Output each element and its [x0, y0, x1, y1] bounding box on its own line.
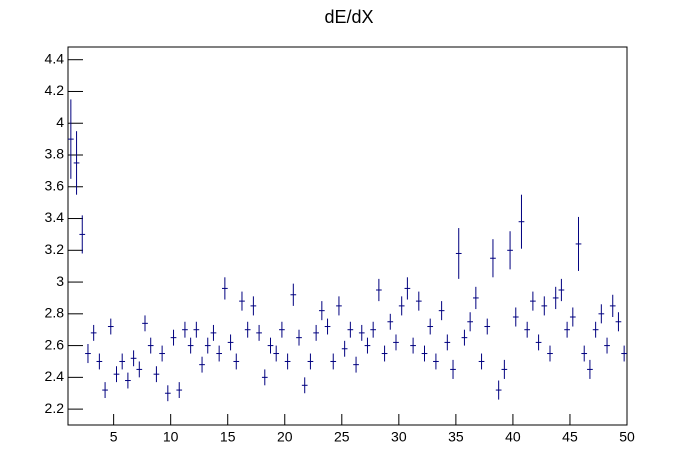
- x-tick-label: 15: [220, 429, 236, 445]
- y-tick-label: 3.6: [45, 177, 65, 193]
- y-tick-label: 3.2: [45, 241, 65, 257]
- x-tick-label: 30: [391, 429, 407, 445]
- y-tick-label: 2.4: [45, 368, 65, 384]
- x-tick-label: 50: [619, 429, 635, 445]
- x-tick-label: 10: [163, 429, 179, 445]
- x-tick-label: 5: [110, 429, 118, 445]
- y-tick-label: 4.4: [45, 50, 65, 66]
- x-tick-label: 20: [277, 429, 293, 445]
- chart-title: dE/dX: [324, 7, 373, 27]
- x-tick-label: 45: [562, 429, 578, 445]
- y-tick-label: 2.8: [45, 305, 65, 321]
- y-tick-label: 2.2: [45, 400, 65, 416]
- y-tick-label: 4: [56, 114, 64, 130]
- y-tick-label: 3: [56, 273, 64, 289]
- y-tick-label: 3.4: [45, 209, 65, 225]
- frame: [67, 46, 628, 426]
- y-tick-label: 2.6: [45, 336, 65, 352]
- x-tick-label: 25: [334, 429, 350, 445]
- x-tick-label: 35: [448, 429, 464, 445]
- y-tick-label: 4.2: [45, 82, 65, 98]
- y-tick-label: 3.8: [45, 146, 65, 162]
- x-tick-label: 40: [505, 429, 521, 445]
